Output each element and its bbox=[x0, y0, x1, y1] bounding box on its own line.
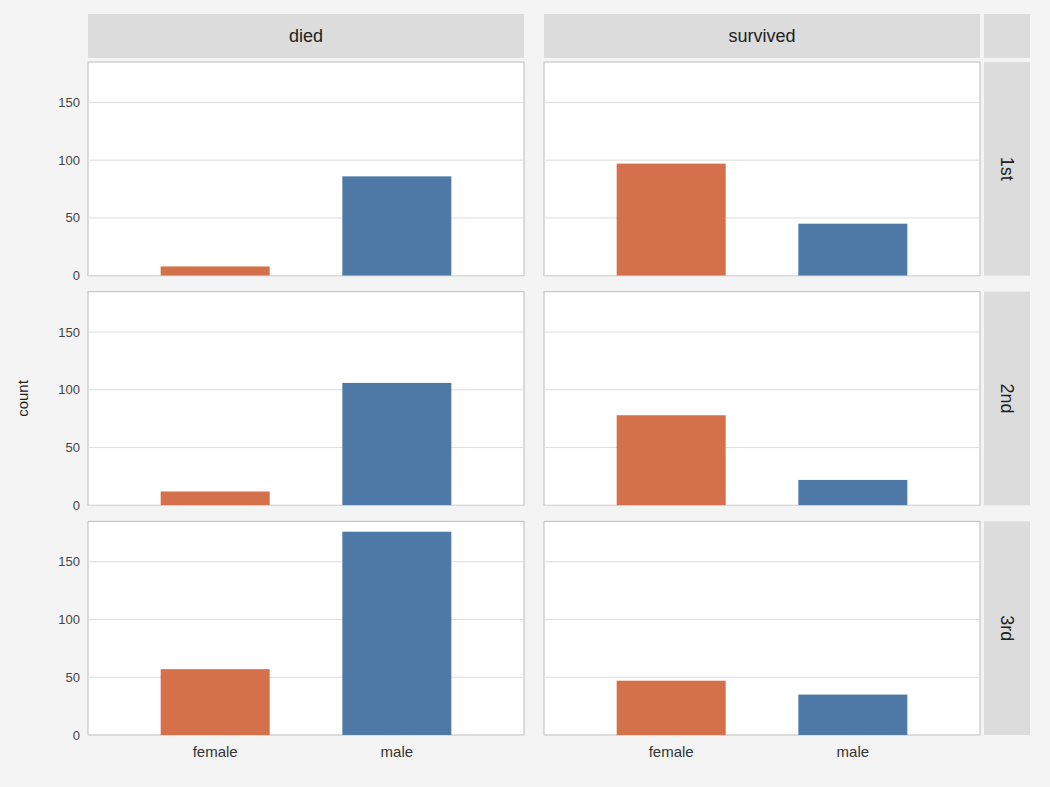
grid-line bbox=[544, 447, 980, 448]
y-tick-label: 0 bbox=[73, 728, 80, 743]
y-tick-label: 50 bbox=[66, 670, 80, 685]
strip-corner bbox=[984, 14, 1030, 58]
column-strip bbox=[88, 14, 524, 58]
y-tick-label: 150 bbox=[58, 325, 80, 340]
background bbox=[0, 0, 1050, 787]
chart: 0 50 100 150 died survived 1st 0 50 100 150 count 2n… bbox=[0, 0, 1050, 787]
y-tick-label: 0 bbox=[73, 498, 80, 513]
y-tick-label: 100 bbox=[58, 612, 80, 627]
grid-line bbox=[544, 160, 980, 161]
grid-line bbox=[544, 677, 980, 678]
row-strip bbox=[984, 521, 1030, 735]
panel-frame bbox=[88, 292, 524, 506]
row-strip-label: 1st bbox=[997, 157, 1017, 181]
bar bbox=[342, 383, 451, 505]
bars bbox=[161, 383, 452, 505]
bar bbox=[617, 681, 726, 735]
grid-line bbox=[544, 389, 980, 390]
x-tick-label: female bbox=[649, 743, 694, 760]
bar bbox=[798, 224, 907, 276]
grid-line bbox=[88, 275, 524, 276]
panel: 0 50 100 150 female male bbox=[58, 521, 524, 760]
bar bbox=[161, 491, 270, 505]
row-strip-label: 2nd bbox=[997, 383, 1017, 413]
grid-line bbox=[88, 102, 524, 103]
bars bbox=[161, 176, 452, 275]
grid-line bbox=[544, 505, 980, 506]
panel: female male bbox=[544, 521, 980, 760]
row-strip bbox=[984, 292, 1030, 506]
grid-line bbox=[88, 677, 524, 678]
bar bbox=[798, 480, 907, 505]
panel bbox=[544, 62, 980, 276]
y-tick-label: 100 bbox=[58, 382, 80, 397]
bar bbox=[617, 415, 726, 505]
bar bbox=[342, 176, 451, 275]
panel-frame bbox=[544, 521, 980, 735]
bar bbox=[161, 266, 270, 275]
y-tick-label: 0 bbox=[73, 268, 80, 283]
row-strip bbox=[984, 62, 1030, 276]
column-strip-label: died bbox=[289, 26, 323, 46]
grid-line bbox=[88, 561, 524, 562]
grid-line bbox=[88, 160, 524, 161]
grid-line bbox=[544, 102, 980, 103]
panel: 0 50 100 150 bbox=[58, 292, 524, 513]
panel-frame bbox=[88, 62, 524, 276]
panel-frame bbox=[544, 62, 980, 276]
grid-line bbox=[544, 735, 980, 736]
x-tick-label: male bbox=[837, 743, 870, 760]
y-axis-label: count bbox=[14, 379, 31, 417]
bars bbox=[617, 415, 908, 505]
panel: 0 50 100 150 bbox=[58, 62, 524, 283]
x-tick-label: female bbox=[193, 743, 238, 760]
y-tick-label: 150 bbox=[58, 95, 80, 110]
grid-line bbox=[544, 275, 980, 276]
bars bbox=[161, 532, 452, 735]
y-tick-label: 100 bbox=[58, 153, 80, 168]
bar bbox=[617, 164, 726, 276]
row-strip-label: 3rd bbox=[997, 615, 1017, 641]
grid-line bbox=[544, 561, 980, 562]
bar bbox=[342, 532, 451, 735]
bar bbox=[798, 695, 907, 735]
column-strip bbox=[544, 14, 980, 58]
grid-line bbox=[88, 447, 524, 448]
y-tick-label: 50 bbox=[66, 440, 80, 455]
bars bbox=[617, 681, 908, 735]
column-strip-label: survived bbox=[728, 26, 795, 46]
grid-line bbox=[88, 505, 524, 506]
grid-line bbox=[88, 217, 524, 218]
bars bbox=[617, 164, 908, 276]
y-tick-label: 50 bbox=[66, 210, 80, 225]
grid-line bbox=[88, 619, 524, 620]
grid-line bbox=[88, 389, 524, 390]
panel bbox=[544, 292, 980, 506]
bar bbox=[161, 669, 270, 735]
panel-frame bbox=[544, 292, 980, 506]
x-tick-label: male bbox=[381, 743, 414, 760]
grid-line bbox=[544, 217, 980, 218]
y-tick-label: 150 bbox=[58, 554, 80, 569]
panel-frame bbox=[88, 521, 524, 735]
grid-line bbox=[544, 332, 980, 333]
grid-line bbox=[88, 332, 524, 333]
grid-line bbox=[544, 619, 980, 620]
grid-line bbox=[88, 735, 524, 736]
